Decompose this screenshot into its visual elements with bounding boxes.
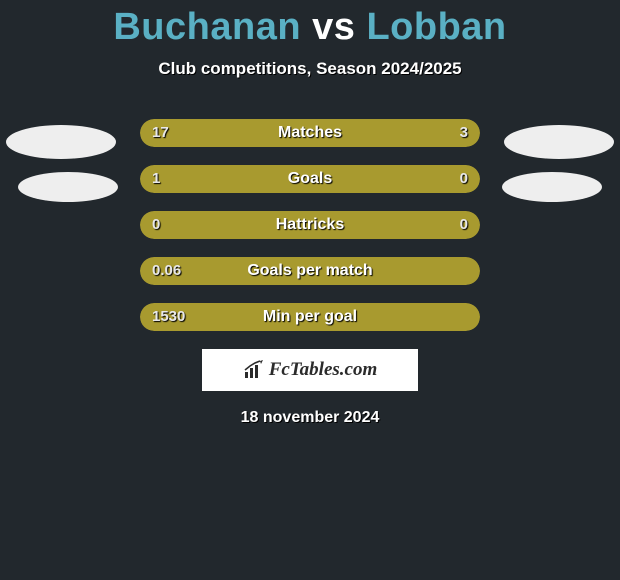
stat-value-right: 0 (460, 165, 468, 193)
stat-value-left: 0.06 (152, 257, 181, 285)
stat-row: 0.06Goals per match (0, 257, 620, 285)
stat-row: 10Goals (0, 165, 620, 193)
stat-row: 1530Min per goal (0, 303, 620, 331)
player2-avatar-dot (502, 172, 602, 202)
bar-segment-full (140, 211, 480, 239)
vs-text: vs (312, 6, 355, 48)
player1-avatar-dot (18, 172, 118, 202)
stat-value-left: 0 (152, 211, 160, 239)
stat-value-left: 1530 (152, 303, 185, 331)
player2-avatar-dot (504, 125, 614, 159)
bar-segment-left (140, 165, 412, 193)
stat-row: 00Hattricks (0, 211, 620, 239)
stat-bar (140, 165, 480, 193)
bar-segment-full (140, 257, 480, 285)
player1-name: Buchanan (113, 6, 301, 48)
comparison-title: Buchanan vs Lobban (0, 0, 620, 49)
bar-segment-right (412, 165, 480, 193)
stat-bar (140, 303, 480, 331)
stat-row: 173Matches (0, 119, 620, 147)
bar-segment-right (412, 119, 480, 147)
stat-value-right: 3 (460, 119, 468, 147)
chart-icon (243, 360, 265, 380)
player1-avatar-dot (6, 125, 116, 159)
brand-text: FcTables.com (269, 359, 378, 381)
player2-name: Lobban (366, 6, 506, 48)
stat-bar (140, 119, 480, 147)
bar-segment-left (140, 119, 412, 147)
stat-value-left: 17 (152, 119, 169, 147)
bar-segment-full (140, 303, 480, 331)
stat-value-left: 1 (152, 165, 160, 193)
stat-bar (140, 211, 480, 239)
stat-rows: 173Matches10Goals00Hattricks0.06Goals pe… (0, 119, 620, 331)
brand-box: FcTables.com (202, 349, 418, 391)
stat-value-right: 0 (460, 211, 468, 239)
stat-bar (140, 257, 480, 285)
subtitle: Club competitions, Season 2024/2025 (0, 59, 620, 79)
date-text: 18 november 2024 (0, 409, 620, 427)
